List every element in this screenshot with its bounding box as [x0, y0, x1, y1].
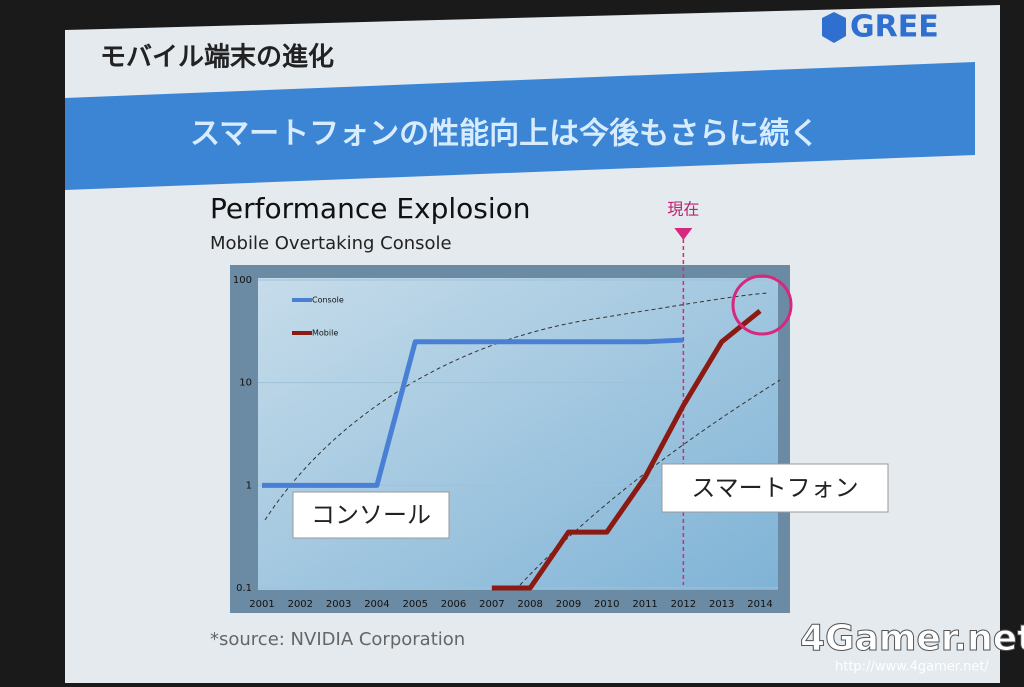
x-tick-label: 2001	[249, 599, 274, 610]
y-tick-label: 1	[246, 480, 252, 491]
logo-mark	[822, 12, 846, 43]
banner-text: スマートフォンの性能向上は今後もさらに続く	[190, 117, 819, 152]
source: *source: NVIDIA Corporation	[210, 629, 465, 650]
x-tick-label: 2014	[747, 599, 772, 610]
x-tick-label: 2006	[441, 599, 466, 610]
plot-area	[258, 278, 778, 590]
x-tick-label: 2008	[517, 599, 542, 610]
callout-smartphone: スマートフォン	[691, 474, 858, 502]
series-line	[491, 308, 762, 591]
now-label: 現在	[667, 200, 699, 219]
callout-box	[292, 491, 450, 539]
x-tick-label: 2003	[326, 599, 351, 610]
chart-subtitle: Mobile Overtaking Console	[210, 233, 452, 254]
highlight-circle	[731, 274, 793, 336]
x-tick-label: 2005	[403, 599, 428, 610]
chart-title: Performance Explosion	[210, 192, 531, 225]
y-tick-label: 100	[233, 275, 252, 286]
legend-label: Console	[312, 296, 344, 305]
x-tick-label: 2009	[556, 599, 581, 610]
watermark-url: http://www.4gamer.net/	[835, 660, 989, 675]
heading: モバイル端末の進化	[100, 43, 334, 73]
x-tick-label: 2007	[479, 599, 504, 610]
y-tick-label: 0.1	[236, 583, 252, 594]
callout-box	[661, 463, 889, 513]
x-tick-label: 2002	[288, 599, 313, 610]
logo: GREE	[850, 10, 939, 45]
now-marker	[674, 228, 693, 240]
x-tick-label: 2012	[671, 599, 696, 610]
x-tick-label: 2010	[594, 599, 619, 610]
x-tick-label: 2011	[632, 599, 657, 610]
watermark: 4Gamer.net	[800, 618, 1024, 659]
x-tick-label: 2004	[364, 599, 389, 610]
x-tick-label: 2013	[709, 599, 734, 610]
legend-label: Mobile	[312, 329, 338, 338]
y-tick-label: 10	[239, 378, 252, 389]
callout-console: コンソール	[311, 501, 431, 529]
banner-bg	[65, 62, 975, 190]
series-line	[262, 337, 684, 488]
